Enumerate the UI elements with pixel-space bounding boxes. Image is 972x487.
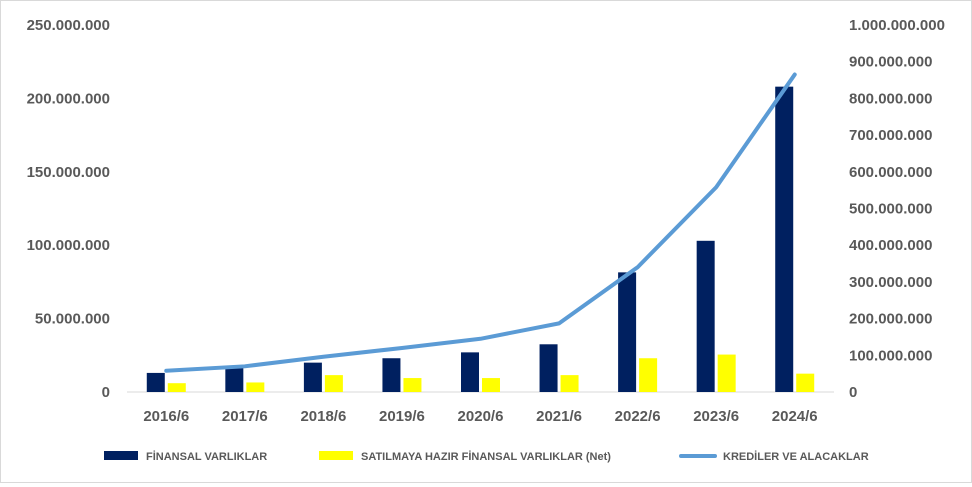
bar-satilmaya-hazir: [639, 358, 658, 392]
x-tick-label: 2024/6: [772, 408, 818, 425]
bar-finansal-varliklar: [303, 362, 322, 392]
right-tick-label: 200.000.000: [849, 311, 932, 328]
line-series-group: [164, 72, 797, 373]
bar-finansal-varliklar: [225, 366, 244, 392]
right-tick-label: 500.000.000: [849, 201, 932, 218]
left-tick-label: 100.000.000: [27, 237, 110, 254]
bar-finansal-varliklar: [775, 86, 794, 392]
x-tick-label: 2019/6: [379, 408, 425, 425]
x-tick-label: 2017/6: [222, 408, 268, 425]
bar-satilmaya-hazir: [482, 378, 500, 392]
left-tick-label: 250.000.000: [27, 17, 110, 34]
right-tick-label: 100.000.000: [849, 347, 932, 364]
x-tick-label: 2021/6: [536, 408, 582, 425]
bar-satilmaya-hazir: [246, 382, 265, 392]
left-tick-label: 150.000.000: [27, 164, 110, 181]
x-axis-ticks: 2016/6 2017/6 2018/6 2019/6 2020/6 2021/6 2022…: [143, 408, 817, 425]
line-krediler-ve-alacaklar: [164, 72, 797, 373]
bars-group: [146, 86, 815, 392]
right-tick-label: 1.000.000.000: [849, 17, 945, 34]
legend-label: SATILMAYA HAZIR FİNANSAL VARLIKLAR (Net): [361, 450, 611, 463]
bar-finansal-varliklar: [146, 372, 165, 392]
legend-label: KREDİLER VE ALACAKLAR: [723, 450, 869, 463]
left-tick-label: 0: [102, 384, 110, 401]
right-tick-label: 800.000.000: [849, 90, 932, 107]
left-tick-label: 200.000.000: [27, 90, 110, 107]
bar-satilmaya-hazir: [796, 373, 815, 392]
bar-finansal-varliklar: [618, 272, 637, 392]
bar-finansal-varliklar: [382, 358, 401, 392]
right-tick-label: 0: [849, 384, 857, 401]
right-tick-label: 700.000.000: [849, 127, 932, 144]
bar-satilmaya-hazir: [324, 375, 343, 392]
left-tick-label: 50.000.000: [35, 311, 110, 328]
right-tick-label: 400.000.000: [849, 237, 932, 254]
bar-finansal-varliklar: [696, 240, 715, 392]
x-tick-label: 2018/6: [300, 408, 346, 425]
bar-satilmaya-hazir: [403, 378, 422, 392]
right-tick-label: 900.000.000: [849, 54, 932, 71]
bar-satilmaya-hazir: [717, 354, 736, 392]
bar-satilmaya-hazir: [167, 383, 186, 392]
bar-finansal-varliklar: [461, 352, 479, 392]
right-tick-label: 300.000.000: [849, 274, 932, 291]
bar-satilmaya-hazir: [560, 375, 579, 392]
legend-label: FİNANSAL VARLIKLAR: [146, 450, 267, 463]
bar-finansal-varliklar: [539, 344, 558, 392]
right-tick-label: 600.000.000: [849, 164, 932, 181]
x-tick-label: 2023/6: [693, 408, 739, 425]
x-tick-label: 2016/6: [143, 408, 189, 425]
left-axis-ticks: 0 50.000.000 100.000.000 150.000.000 200.000…: [27, 17, 110, 401]
legend-swatch: [104, 451, 138, 460]
right-axis-ticks: 0 100.000.000 200.000.000 300.000.000 400.00…: [849, 17, 945, 401]
x-tick-label: 2022/6: [615, 408, 661, 425]
legend-swatch: [319, 451, 353, 460]
legend: FİNANSAL VARLIKLAR SATILMAYA HAZIR FİNANS…: [104, 450, 869, 463]
x-tick-label: 2020/6: [458, 408, 504, 425]
